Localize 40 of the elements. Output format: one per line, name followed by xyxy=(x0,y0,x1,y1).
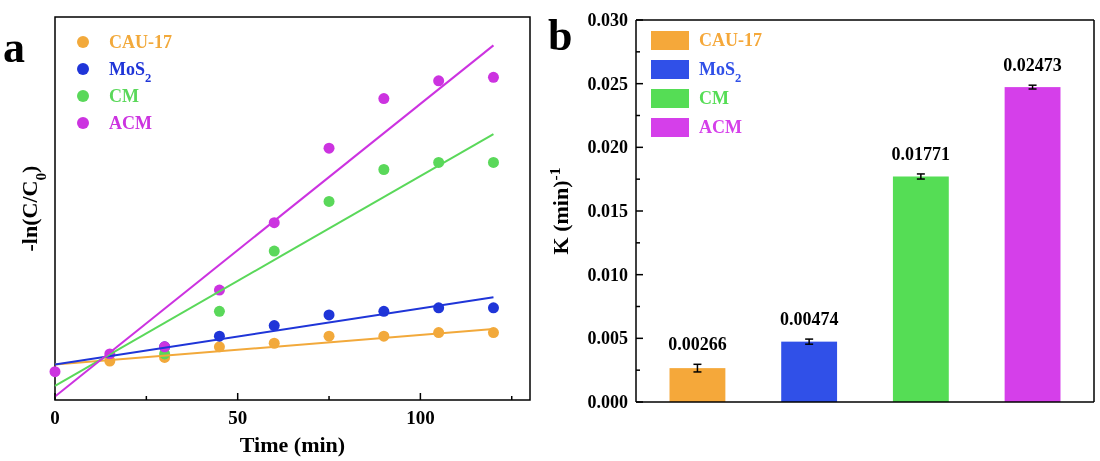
point xyxy=(213,305,225,317)
y-tick-label: 0.005 xyxy=(587,328,628,349)
point xyxy=(268,320,280,332)
data-label: 0.00474 xyxy=(779,309,839,330)
legend-label: CAU-17 xyxy=(699,30,762,50)
legend-label: CAU-17 xyxy=(109,32,172,52)
point xyxy=(378,163,390,175)
y-tick-label: 0.030 xyxy=(587,10,628,30)
y-tick-label: 0.020 xyxy=(587,137,628,158)
point xyxy=(433,75,445,87)
data-label: 0.01771 xyxy=(891,143,951,164)
point xyxy=(487,327,499,339)
point xyxy=(487,302,499,314)
legend-label: ACM xyxy=(109,113,152,133)
point xyxy=(487,156,499,168)
point xyxy=(378,93,390,105)
point xyxy=(268,245,280,257)
legend-label: CM xyxy=(109,86,139,106)
chart-title: b xyxy=(548,11,573,60)
y-tick-label: 0.025 xyxy=(587,73,628,94)
point xyxy=(487,71,499,83)
point xyxy=(49,366,61,378)
x-tick-label: 0 xyxy=(50,407,60,428)
y-tick-label: 0.000 xyxy=(587,392,628,412)
point xyxy=(323,309,335,321)
x-axis-title: Time (min) xyxy=(239,432,346,457)
point xyxy=(323,330,335,342)
legend-label: MoS$_{2}$ xyxy=(109,59,152,85)
x-tick-label: 50 xyxy=(228,407,248,428)
chart-title: a xyxy=(3,23,25,72)
data-label: 0.00266 xyxy=(668,334,727,355)
point xyxy=(323,142,335,154)
y-tick-label: 0.010 xyxy=(587,264,628,285)
x-tick-label: 100 xyxy=(406,407,435,428)
point xyxy=(323,195,335,207)
legend-label: CM xyxy=(699,88,729,108)
data-label: 0.02473 xyxy=(1003,55,1062,76)
y-tick-label: 0.015 xyxy=(587,201,628,221)
legend-label: MoS$_{2}$ xyxy=(699,59,742,85)
legend-label: ACM xyxy=(699,117,742,137)
